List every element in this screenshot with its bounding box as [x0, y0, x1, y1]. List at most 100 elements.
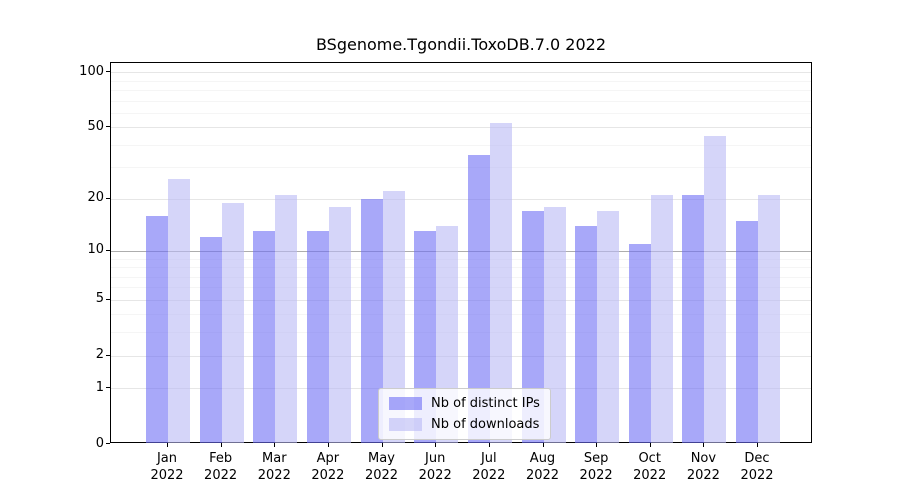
x-tick-mark: [327, 443, 329, 447]
minor-gridline: [111, 112, 811, 114]
chart-title: BSgenome.Tgondii.ToxoDB.7.0 2022: [315, 35, 607, 54]
x-tick-mark: [435, 443, 437, 447]
y-tick-label: 1: [95, 379, 104, 395]
x-tick-year: 2022: [418, 468, 452, 483]
x-tick-label: Mar 2022: [244, 450, 304, 484]
minor-gridline: [111, 258, 811, 260]
minor-gridline: [111, 100, 811, 102]
bar-downloads-jan: [168, 178, 190, 443]
legend-label-downloads: Nb of downloads: [431, 417, 540, 432]
major-gridline: [111, 355, 811, 357]
y-tick-mark: [106, 387, 110, 389]
downloads-swatch: [389, 418, 422, 431]
y-tick-mark: [106, 354, 110, 356]
legend: Nb of distinct IPs Nb of downloads: [378, 388, 551, 440]
bar-distinct-ips-dec: [736, 220, 758, 443]
minor-gridline: [111, 314, 811, 316]
x-tick-label: May 2022: [352, 450, 412, 484]
x-tick-month: Nov: [690, 451, 717, 466]
plot-area: [110, 62, 812, 443]
y-tick-label: 50: [87, 118, 104, 134]
x-tick-month: Mar: [262, 451, 287, 466]
x-tick-year: 2022: [204, 468, 238, 483]
x-tick-mark: [381, 443, 383, 447]
major-gridline: [111, 299, 811, 301]
bar-distinct-ips-sep: [575, 225, 598, 443]
x-tick-month: May: [368, 451, 395, 466]
y-tick-mark: [106, 71, 110, 73]
y-tick-label: 5: [95, 291, 104, 307]
minor-gridline: [111, 267, 811, 268]
x-tick-year: 2022: [525, 468, 560, 483]
minor-gridline: [111, 332, 811, 334]
y-tick-label: 0: [95, 435, 104, 451]
major-gridline: [111, 198, 811, 200]
y-tick-label: 10: [87, 242, 104, 258]
minor-gridline: [111, 90, 811, 91]
minor-gridline: [111, 287, 811, 289]
y-tick-label: 20: [87, 190, 104, 206]
bar-distinct-ips-jan: [146, 215, 168, 443]
x-tick-month: Oct: [638, 451, 661, 466]
bar-distinct-ips-mar: [253, 231, 276, 443]
x-tick-month: Apr: [316, 451, 340, 466]
x-tick-label: Jun 2022: [405, 450, 465, 484]
bar-downloads-dec: [758, 195, 780, 443]
x-tick-mark: [596, 443, 598, 447]
x-tick-year: 2022: [257, 468, 291, 483]
y-tick-label: 2: [95, 347, 104, 362]
minor-gridline: [111, 144, 811, 146]
x-tick-mark: [167, 443, 168, 447]
x-tick-label: Jan 2022: [137, 450, 197, 484]
bar-downloads-mar: [275, 195, 298, 443]
x-tick-label: Sep 2022: [566, 450, 626, 484]
x-tick-month: Jan: [156, 451, 178, 466]
minor-gridline: [111, 80, 811, 82]
distinct-ips-swatch: [389, 397, 422, 410]
x-tick-year: 2022: [472, 468, 506, 483]
x-tick-month: Aug: [529, 451, 556, 466]
bar-distinct-ips-oct: [628, 243, 651, 443]
bar-distinct-ips-may: [360, 198, 383, 443]
y-tick-mark: [106, 126, 110, 128]
x-tick-label: Nov 2022: [673, 450, 733, 484]
x-tick-month: Feb: [209, 451, 233, 466]
x-tick-label: Apr 2022: [298, 450, 358, 484]
y-tick-mark: [106, 197, 110, 199]
legend-item-distinct-ips: Nb of distinct IPs: [389, 396, 540, 411]
x-tick-year: 2022: [686, 468, 720, 483]
x-tick-label: Jul 2022: [459, 450, 519, 484]
y-tick-label: 100: [79, 63, 104, 79]
x-tick-mark: [274, 443, 276, 447]
bar-downloads-sep: [597, 211, 620, 443]
x-tick-month: Jul: [480, 451, 497, 466]
emphasized-major-gridline: [111, 250, 811, 252]
y-tick-mark: [106, 443, 110, 444]
bar-distinct-ips-nov: [682, 195, 705, 443]
x-tick-mark: [703, 443, 705, 447]
x-tick-label: Dec 2022: [727, 450, 787, 484]
x-tick-mark: [757, 443, 758, 447]
x-tick-year: 2022: [150, 468, 184, 483]
bar-downloads-may: [382, 191, 405, 443]
bar-distinct-ips-aug: [521, 211, 544, 443]
bar-downloads-apr: [328, 206, 351, 443]
legend-label-distinct-ips: Nb of distinct IPs: [431, 396, 540, 411]
x-tick-month: Sep: [583, 451, 609, 466]
y-tick-mark: [106, 249, 110, 251]
x-tick-label: Oct 2022: [620, 450, 680, 484]
bar-downloads-feb: [221, 202, 244, 443]
bar-downloads-aug: [543, 206, 566, 443]
x-tick-mark: [488, 443, 490, 447]
bar-distinct-ips-feb: [199, 237, 222, 443]
x-tick-year: 2022: [364, 468, 399, 483]
bar-distinct-ips-apr: [306, 231, 329, 443]
bar-downloads-jul: [489, 122, 512, 443]
bar-downloads-oct: [650, 195, 673, 443]
minor-gridline: [111, 276, 811, 278]
x-tick-label: Feb 2022: [191, 450, 251, 484]
x-tick-mark: [649, 443, 651, 447]
legend-item-downloads: Nb of downloads: [389, 417, 540, 432]
minor-gridline: [111, 167, 811, 169]
